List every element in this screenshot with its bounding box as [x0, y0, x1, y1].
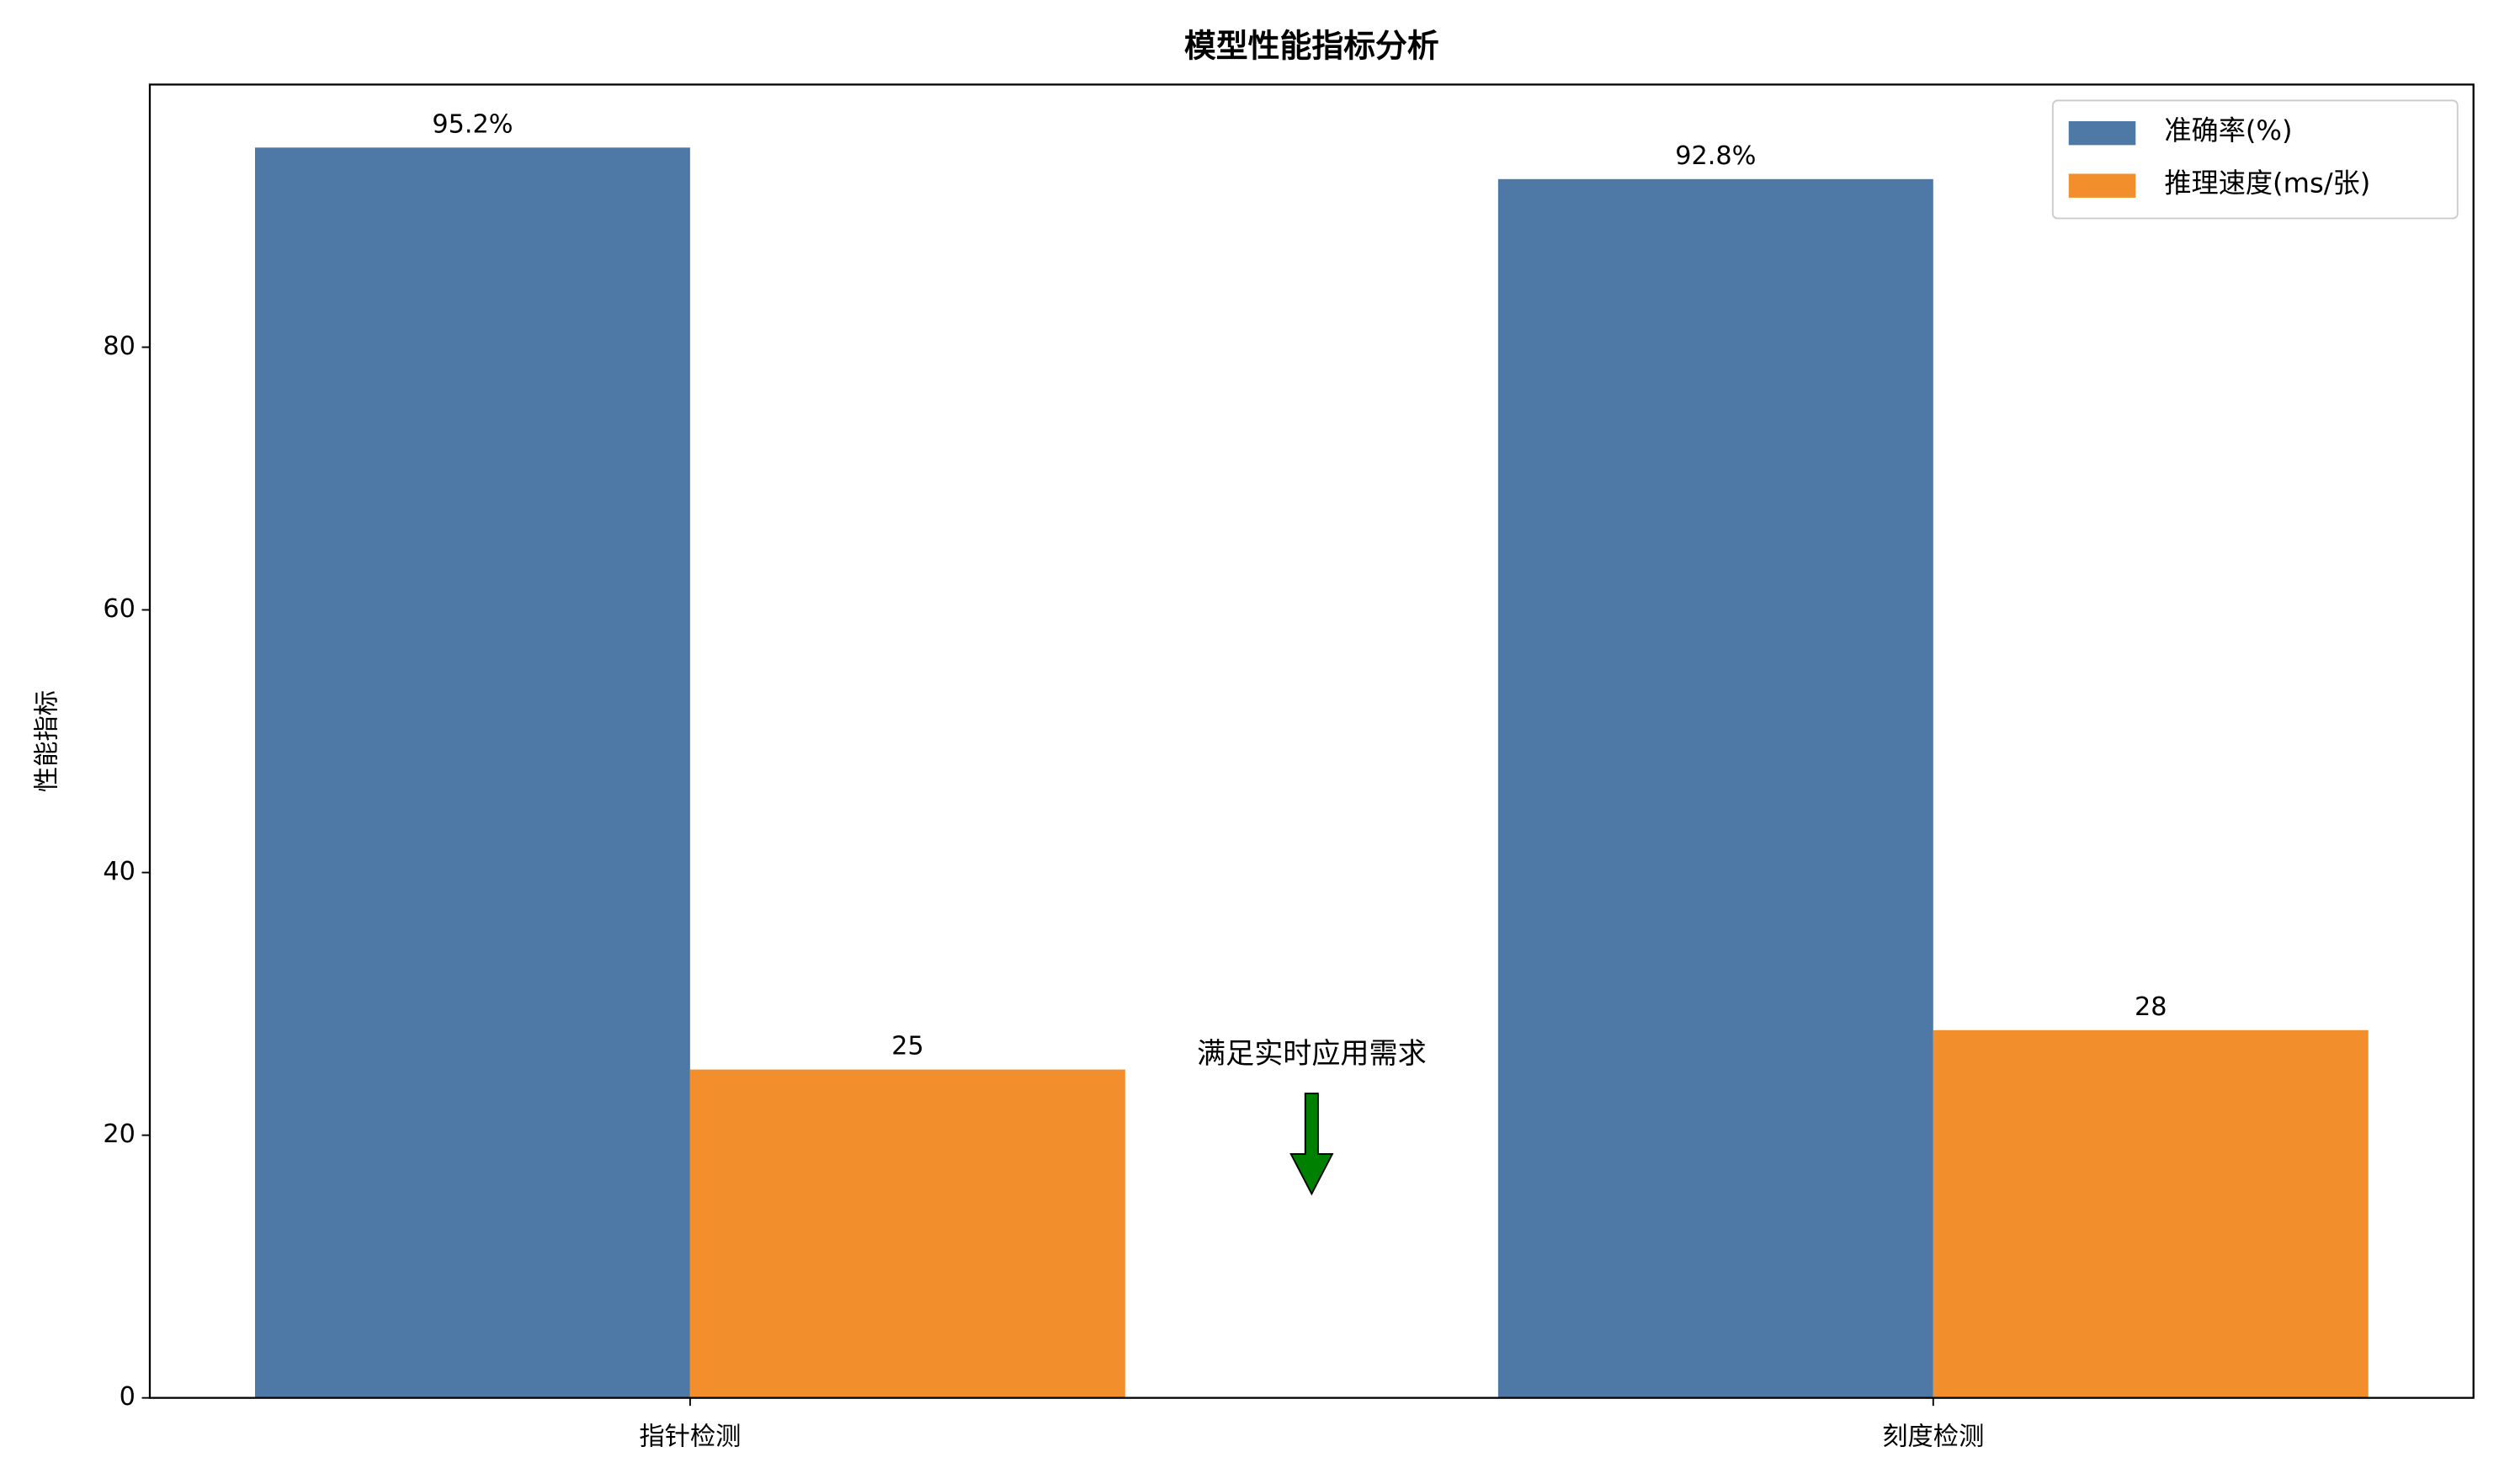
y-tick-label: 40	[103, 857, 136, 886]
y-axis-label: 性能指标	[32, 690, 61, 792]
legend-label: 推理速度(ms/张)	[2164, 168, 2370, 199]
plot-frame	[148, 83, 2475, 1399]
legend-box	[2051, 99, 2459, 220]
annotation-arrow	[1289, 1093, 1334, 1196]
y-tick-label: 80	[103, 332, 136, 361]
annotation: 满足实时应用需求	[1197, 1037, 1427, 1071]
legend-swatch	[2068, 173, 2136, 198]
value-label: 95.2%	[432, 109, 513, 139]
x-tick-label: 指针检测	[639, 1423, 741, 1452]
legend-label: 准确率(%)	[2164, 114, 2292, 146]
bar	[1933, 1029, 2369, 1398]
value-label: 92.8%	[1675, 141, 1756, 171]
value-label: 28	[2135, 992, 2167, 1022]
bar	[689, 1069, 1125, 1398]
y-tick-label: 20	[103, 1120, 136, 1149]
bar	[1497, 178, 1933, 1398]
bar	[254, 147, 690, 1398]
x-tick-label: 刻度检测	[1882, 1423, 1984, 1452]
y-tick-label: 0	[120, 1382, 136, 1412]
y-tick-label: 60	[103, 594, 136, 624]
value-label: 25	[891, 1032, 924, 1061]
legend-swatch	[2068, 120, 2136, 146]
chart-title: 模型性能指标分析	[1184, 27, 1439, 64]
